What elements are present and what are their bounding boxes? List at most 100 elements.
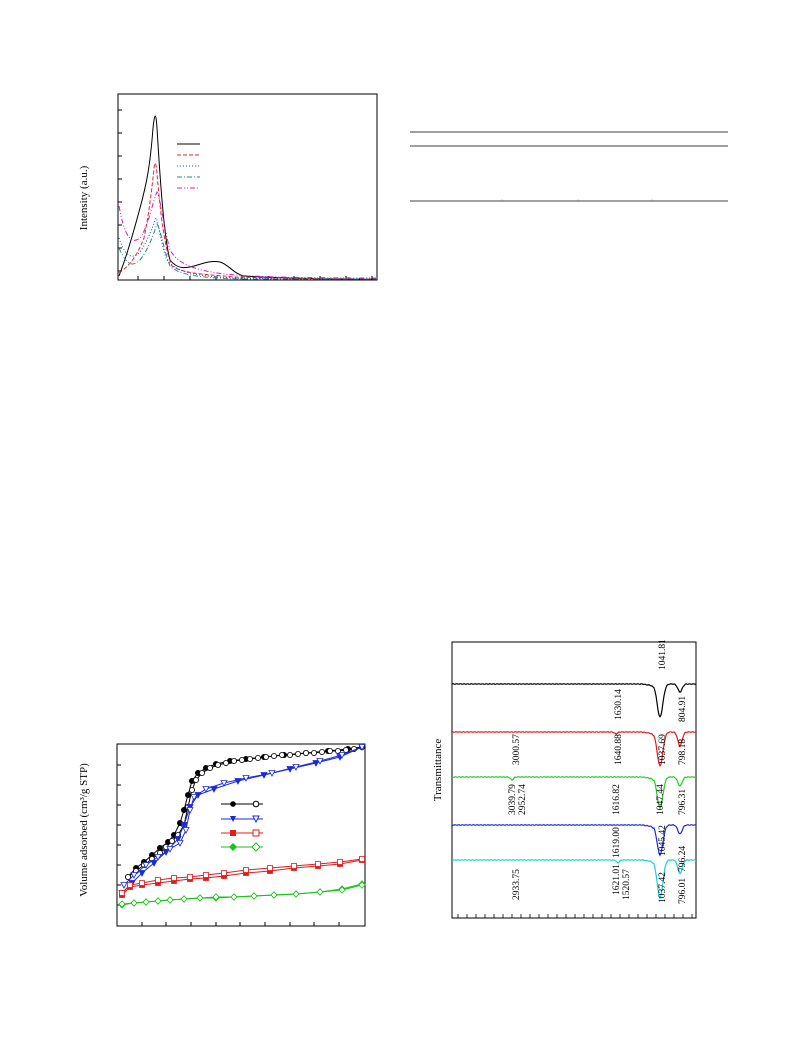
isotherm-point (242, 775, 250, 782)
ftir-peak-label: 1037.42 (658, 872, 668, 903)
isotherm-point (316, 888, 324, 896)
isotherm-point (222, 759, 229, 766)
xrd-curve-3 (118, 217, 377, 280)
ftir-peak-label: 1037.69 (658, 734, 668, 765)
isotherm-point (270, 891, 278, 899)
ftir-peak-label: 1041.81 (658, 640, 668, 670)
isotherm-point (176, 840, 184, 847)
ftir-peak-label: 1616.82 (612, 784, 622, 815)
isotherm-point (203, 872, 209, 878)
ftir-peak-label: 798.18 (678, 739, 688, 765)
isotherm-point (212, 893, 220, 901)
isotherm-point (154, 854, 162, 861)
xrd-curve-5 (118, 191, 377, 279)
isotherm-plot-frame (116, 743, 366, 927)
isotherm-point (358, 744, 366, 751)
isotherm-point (155, 877, 161, 883)
isotherm-point (127, 882, 133, 888)
isotherm-point (119, 890, 125, 896)
isotherm-point (214, 761, 221, 768)
isotherm-legend-entry-4 (221, 842, 263, 852)
data-table-rules (410, 131, 728, 202)
isotherm-point (166, 896, 174, 904)
isotherm-point (315, 861, 321, 867)
ftir-peak-label: 1619.00 (612, 827, 622, 858)
isotherm-point (189, 787, 196, 794)
ftir-trace-2 (451, 731, 697, 768)
isotherm-point (246, 755, 253, 762)
isotherm-point (199, 770, 206, 777)
isotherm-point (187, 874, 193, 880)
isotherm-point (174, 836, 182, 843)
isotherm-point (262, 753, 269, 760)
isotherm-point (180, 895, 188, 903)
ftir-peak-label: 1520.57 (622, 869, 632, 900)
ftir-peak-label: 1621.01 (612, 864, 622, 895)
isotherm-point (291, 863, 297, 869)
isotherm-point (292, 764, 300, 771)
isotherm-point (243, 867, 249, 873)
isotherm-point (171, 875, 177, 881)
isotherm-point (190, 794, 198, 801)
ftir-peak-label: 796.01 (678, 878, 688, 904)
isotherm-point (150, 860, 158, 867)
isotherm-point (142, 898, 150, 906)
isotherm-point (182, 827, 190, 834)
isotherm-plot: Volume adsorbed (cm³/g STP) (78, 743, 366, 927)
isotherm-point (316, 758, 324, 765)
isotherm-point (185, 792, 192, 799)
isotherm-series (118, 743, 366, 909)
isotherm-point (230, 893, 238, 901)
isotherm-y-axis-label: Volume adsorbed (cm³/g STP) (78, 763, 90, 897)
isotherm-point (337, 859, 343, 865)
isotherm-point (310, 749, 317, 756)
isotherm-point (267, 865, 273, 871)
isotherm-point (139, 880, 145, 886)
ftir-peak-label: 1045.42 (658, 825, 668, 856)
isotherm-point (202, 786, 210, 793)
ftir-peak-label: 2952.74 (518, 784, 528, 815)
isotherm-legend-entry-3 (221, 829, 263, 837)
ftir-peak-label: 1630.14 (614, 689, 624, 720)
isotherm-point (238, 756, 245, 763)
isotherm-x-ticks (141, 922, 340, 926)
isotherm-point (292, 890, 300, 898)
isotherm-point (254, 754, 261, 761)
isotherm-point (138, 870, 146, 877)
ftir-y-axis-label: Transmittance (432, 739, 444, 802)
isotherm-point (142, 862, 150, 869)
ftir-trace-5 (451, 859, 697, 900)
isotherm-ads-line-2 (121, 746, 363, 894)
ftir-trace-3 (451, 776, 697, 810)
isotherm-point (169, 838, 176, 845)
isotherm-point (166, 846, 174, 853)
isotherm-point (270, 752, 277, 759)
isotherm-point (130, 899, 138, 907)
isotherm-point (157, 845, 164, 852)
xrd-curve-1 (118, 115, 377, 280)
isotherm-point (186, 807, 194, 814)
isotherm-point (130, 872, 138, 879)
isotherm-point (326, 747, 333, 754)
xrd-y-axis-label: Intensity (a.u.) (78, 165, 90, 230)
isotherm-point (358, 881, 366, 889)
isotherm-point (193, 777, 200, 784)
xrd-y-ticks (118, 109, 122, 272)
xrd-plot: Intensity (a.u.) (78, 93, 378, 281)
ftir-peak-label: 796.31 (678, 789, 688, 815)
isotherm-point (230, 757, 237, 764)
xrd-plot-frame (117, 93, 378, 281)
ftir-peak-label: 1640.88 (614, 734, 624, 765)
ftir-peak-label: 3039.79 (508, 784, 518, 815)
isotherm-point (342, 746, 349, 753)
isotherm-legend-entry-2 (221, 815, 263, 824)
isotherm-point (154, 897, 162, 905)
isotherm-des-line-3 (121, 858, 363, 894)
isotherm-point (286, 751, 293, 758)
xrd-curve-4 (118, 222, 376, 280)
isotherm-point (221, 870, 227, 876)
ftir-peak-label: 1047.44 (656, 784, 666, 815)
isotherm-point (118, 900, 126, 908)
ftir-trace-4 (451, 824, 697, 857)
ftir-trace-1 (451, 683, 697, 718)
